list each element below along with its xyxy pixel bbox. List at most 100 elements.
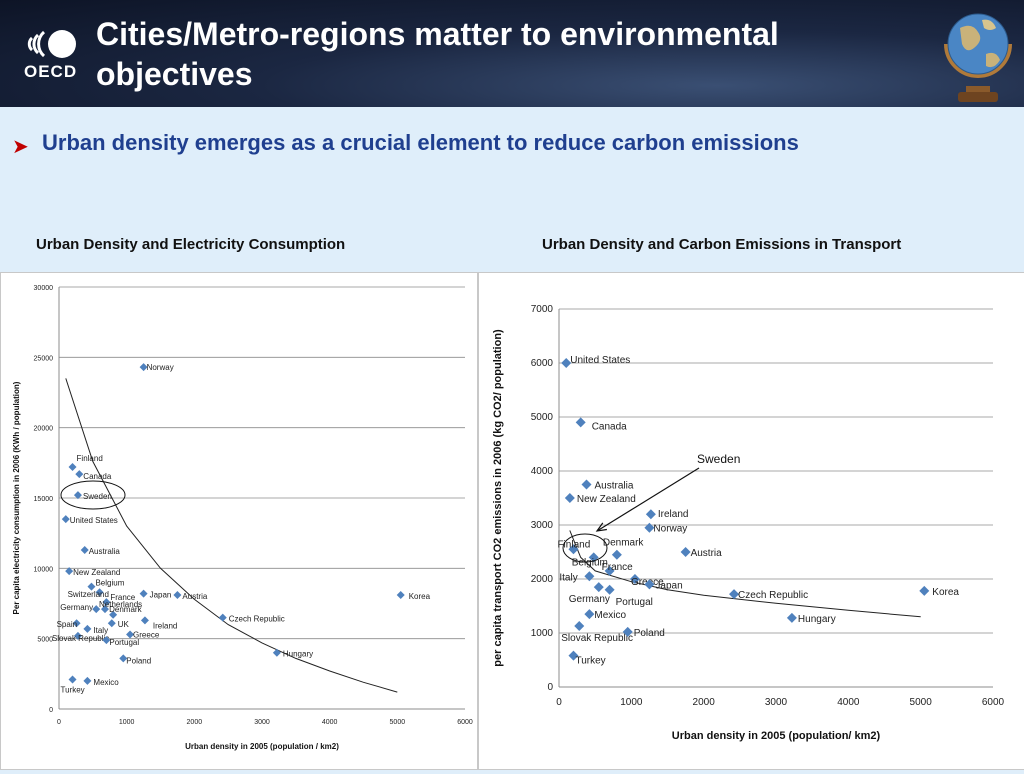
data-point-mexico [83,676,92,685]
data-label: Japan [655,580,682,591]
data-point-greece [126,630,135,639]
data-point-czech-republic [729,589,740,600]
data-label: Portugal [616,597,653,608]
data-label: Hungary [798,614,836,625]
data-point-germany [92,605,101,614]
data-point-canada [575,417,586,428]
data-label: Netherlands [99,600,142,609]
data-point-france [102,598,111,607]
y-tick-label: 10000 [34,566,54,573]
oecd-logo-icon [27,30,76,58]
oecd-logo-text: OECD [24,62,78,81]
data-point-denmark [109,610,118,619]
data-point-finland [568,544,579,555]
data-point-united-states [561,358,572,368]
x-axis-label: Urban density in 2005 (population/ km2) [672,730,881,742]
data-point-austria [680,547,691,557]
data-point-ireland [140,616,149,625]
data-label: Turkey [575,656,605,667]
annotation-label: Sweden [697,452,740,466]
y-tick-label: 2000 [531,574,554,585]
data-label: Greece [133,630,160,639]
highlight-ellipse [562,533,608,563]
data-label: UK [118,620,130,629]
data-label: Mexico [93,678,119,687]
transport-chart-panel: 0 1000 2000 3000 4000 5000 6000 7000 0 1000 2000 30… [478,272,1024,770]
x-tick-label: 5000 [910,697,933,708]
data-label: Korea [409,592,431,601]
data-point-norway [139,363,148,372]
data-label: Czech Republic [738,590,808,601]
data-point-austria [173,591,182,600]
y-tick-label: 4000 [531,466,554,477]
data-point-turkey [568,650,579,661]
data-label: Slovak Republic [52,634,109,643]
y-tick-label: 5000 [37,637,53,644]
data-point-france [604,565,615,576]
data-label: Korea [932,587,959,598]
data-point-ireland [645,509,656,520]
y-tick-label: 15000 [34,496,54,503]
data-point-uk [107,619,116,628]
data-point-slovak-republic [73,631,82,640]
data-label: Belgium [572,557,608,568]
bullet-point: ➤ Urban density emerges as a crucial ele… [12,130,1012,160]
left-chart-title: Urban Density and Electricity Consumptio… [36,236,346,253]
slide-title: Cities/Metro-regions matter to environme… [96,16,779,92]
data-point-mexico [584,609,595,620]
y-tick-label: 3000 [531,520,554,531]
electricity-chart: 0 5000 10000 15000 20000 25000 30000 0 1000 2000 3… [12,285,473,751]
y-tick-label: 5000 [531,412,554,423]
bullet-text: Urban density emerges as a crucial eleme… [42,130,799,155]
data-label: Norway [147,363,174,372]
data-point-netherlands [101,605,110,614]
data-label: Slovak Republic [561,633,633,644]
data-point-sweden [73,491,82,500]
data-label: Denmark [109,605,142,614]
data-label: Austria [182,592,207,601]
x-tick-label: 1000 [620,697,643,708]
data-point-slovak-republic [574,620,585,631]
x-tick-label: 6000 [982,697,1005,708]
data-point-australia [80,546,89,555]
data-point-norway [644,522,655,533]
y-tick-label: 7000 [531,304,554,315]
right-chart-title: Urban Density and Carbon Emissions in Tr… [542,236,902,253]
data-point-poland [622,626,633,637]
annotation-arrow [596,467,700,532]
electricity-chart-panel: 0 5000 10000 15000 20000 25000 30000 0 1000 2000 3… [0,272,478,770]
data-label: Canada [83,472,112,481]
transport-chart: 0 1000 2000 3000 4000 5000 6000 7000 0 1000 2000 30… [492,304,1005,742]
data-label: Ireland [153,621,177,630]
data-point-portugal [102,636,111,645]
x-tick-label: 2000 [693,697,716,708]
x-axis-label: Urban density in 2005 (population / km2) [185,742,339,751]
data-point-spain [72,619,81,628]
y-tick-label: 0 [49,707,53,714]
data-label: Sweden [83,492,112,501]
highlight-ellipse [60,480,126,510]
data-point-italy [584,571,595,582]
data-label: Portugal [109,638,139,647]
x-tick-label: 1000 [119,719,135,726]
data-label: Hungary [283,650,313,659]
data-point-hungary [786,612,797,623]
data-label: New Zealand [73,568,120,577]
data-label: Austria [691,548,723,559]
x-tick-label: 0 [57,719,61,726]
data-point-greece [629,574,640,584]
data-point-finland [68,463,77,472]
data-label: France [602,562,634,573]
data-point-hungary [272,648,281,657]
data-point-czech-republic [218,613,227,622]
arrow-bullet-icon: ➤ [12,136,29,158]
x-tick-label: 4000 [837,697,860,708]
data-label: Australia [89,547,121,556]
data-point-japan [139,589,148,598]
x-tick-label: 6000 [457,719,473,726]
data-point-korea [396,591,405,600]
globe-icon [944,13,1012,102]
data-label: Italy [559,572,577,583]
data-label: United States [70,516,118,525]
data-point-canada [75,470,84,479]
